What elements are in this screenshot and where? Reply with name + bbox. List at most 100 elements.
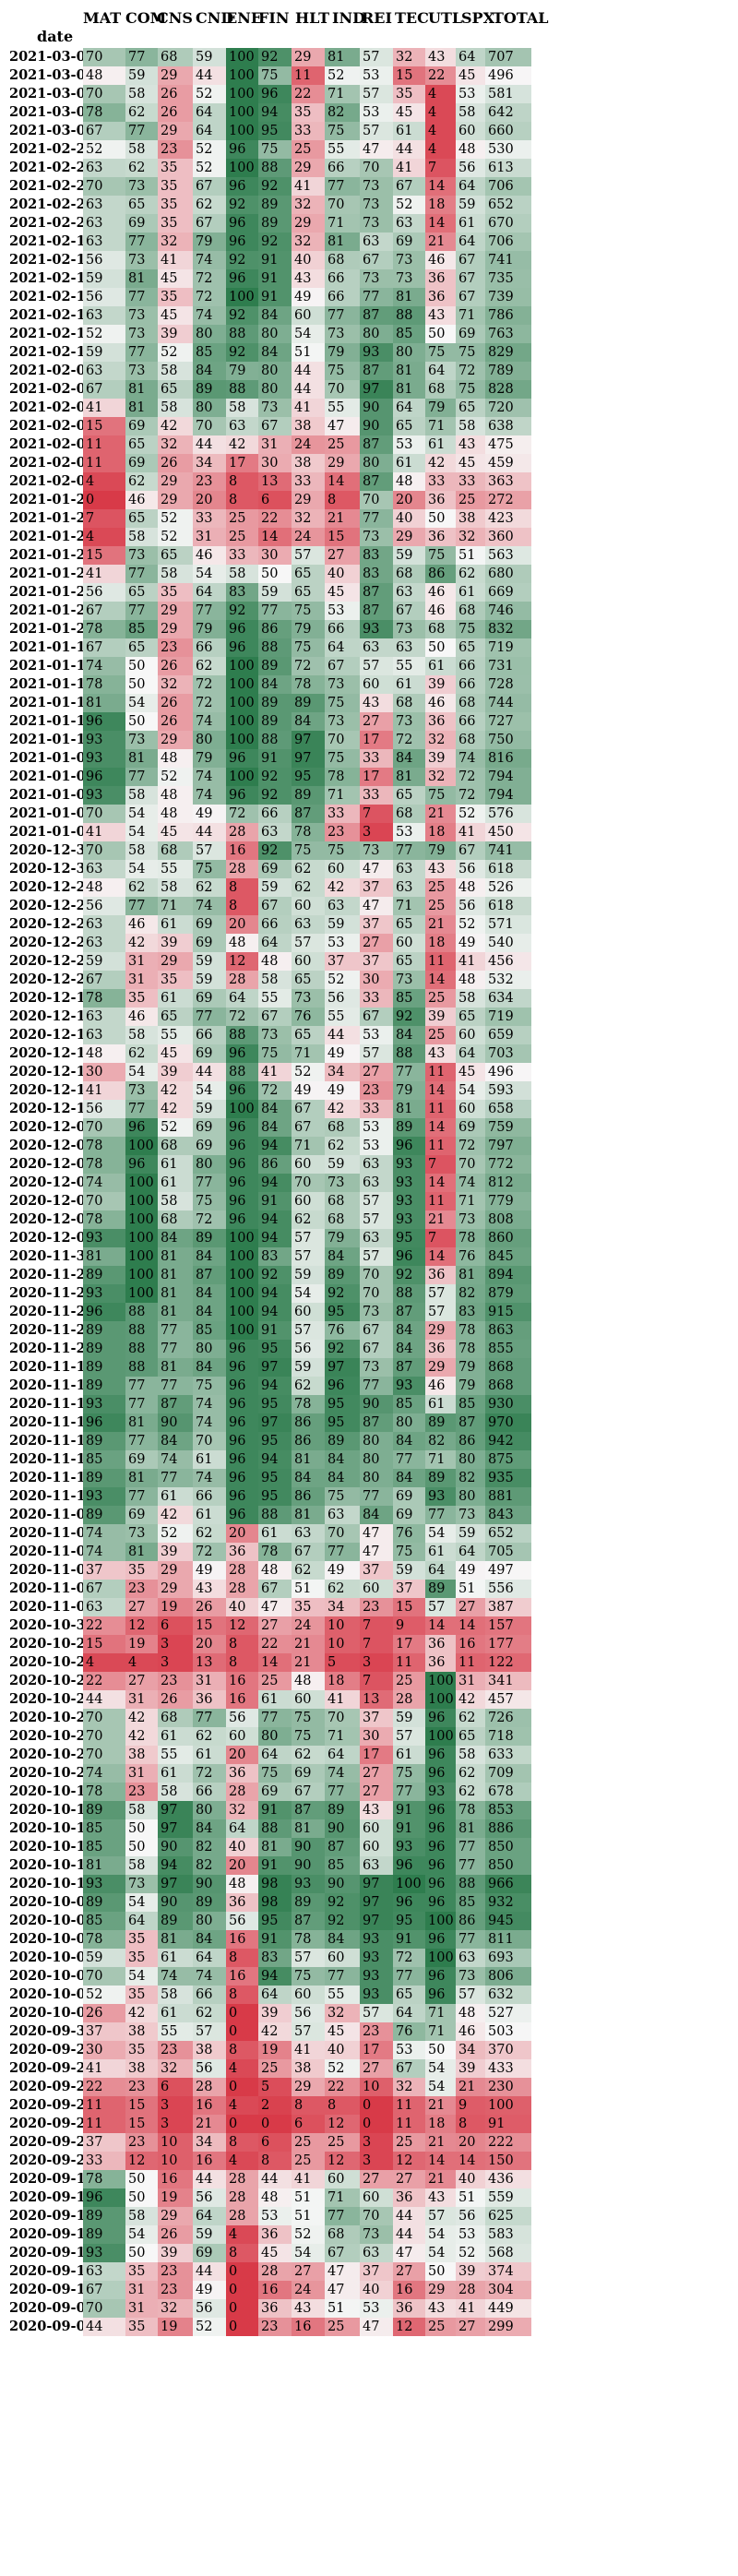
row-date: 2020-11-19: [9, 1359, 95, 1375]
cell-spx: 71: [456, 306, 485, 325]
cell-tec: 93: [393, 1155, 425, 1174]
cell-tec: 65: [393, 417, 425, 435]
cell-com: 65: [125, 638, 158, 657]
cell-total: 341: [485, 1672, 531, 1690]
cell-hlt: 93: [292, 1875, 325, 1893]
cell-tec: 92: [393, 1266, 425, 1284]
cell-cns: 29: [158, 952, 193, 971]
cell-spx: 82: [456, 1469, 485, 1487]
cell-spx: 69: [456, 325, 485, 343]
cell-cnd: 64: [193, 1949, 226, 1967]
cell-tec: 35: [393, 85, 425, 103]
cell-hlt: 81: [292, 1819, 325, 1838]
cell-ene: 63: [226, 417, 258, 435]
cell-total: 703: [485, 1044, 531, 1063]
cell-ene: 25: [226, 509, 258, 528]
cell-cnd: 61: [193, 1506, 226, 1524]
cell-ene: 28: [226, 823, 258, 841]
cell-cnd: 85: [193, 1321, 226, 1340]
cell-fin: 81: [258, 1838, 292, 1856]
table-row: 2020-12-24 63 46 61 69 20 66 63 59 37 65 21 52 571: [0, 915, 554, 934]
cell-rei: 3: [360, 2133, 393, 2152]
row-date: 2021-02-05: [9, 400, 95, 415]
cell-spx: 62: [456, 1783, 485, 1801]
cell-total: 828: [485, 380, 531, 399]
cell-tec: 73: [393, 712, 425, 731]
row-date: 2021-02-10: [9, 344, 95, 360]
cell-hlt: 89: [292, 786, 325, 805]
cell-mat: 89: [83, 1321, 125, 1340]
cell-spx: 85: [456, 1893, 485, 1912]
cell-cnd: 54: [193, 1081, 226, 1100]
cell-tec: 93: [393, 1174, 425, 1192]
cell-ene: 0: [226, 2115, 258, 2133]
cell-mat: 11: [83, 454, 125, 472]
cell-com: 23: [125, 2078, 158, 2096]
row-date: 2021-02-16: [9, 289, 95, 304]
cell-spx: 53: [456, 2225, 485, 2244]
cell-hlt: 16: [292, 2318, 325, 2336]
row-date: 2020-12-11: [9, 1082, 95, 1098]
cell-total: 100: [485, 2096, 531, 2115]
cell-spx: 79: [456, 1358, 485, 1377]
cell-total: 363: [485, 472, 531, 491]
cell-utl: 50: [425, 2262, 456, 2281]
cell-ind: 25: [325, 2133, 360, 2152]
cell-hlt: 87: [292, 1912, 325, 1930]
cell-spx: 65: [456, 638, 485, 657]
cell-ind: 53: [325, 602, 360, 620]
cell-rei: 7: [360, 1616, 393, 1635]
table-row: 2021-01-06 93 58 48 74 96 92 89 71 33 65 75 72 794: [0, 786, 554, 805]
table-row: 2020-11-06 74 73 52 62 20 61 63 70 47 76 54 59 652: [0, 1524, 554, 1543]
cell-mat: 96: [83, 768, 125, 786]
cell-cnd: 77: [193, 1174, 226, 1192]
cell-com: 77: [125, 1395, 158, 1413]
cell-hlt: 38: [292, 417, 325, 435]
cell-cns: 6: [158, 1616, 193, 1635]
cell-tec: 15: [393, 1598, 425, 1616]
cell-fin: 47: [258, 1598, 292, 1616]
cell-tec: 93: [393, 1192, 425, 1210]
cell-com: 81: [125, 1469, 158, 1487]
row-date: 2021-01-22: [9, 584, 95, 600]
cell-spx: 64: [456, 48, 485, 66]
column-header-cns: CNS: [157, 9, 193, 27]
cell-rei: 67: [360, 251, 393, 269]
cell-rei: 70: [360, 491, 393, 509]
cell-spx: 39: [456, 2059, 485, 2078]
cell-utl: 61: [425, 1395, 456, 1413]
table-row: 2021-01-08 93 81 48 79 96 91 97 75 33 84 39 74 816: [0, 749, 554, 768]
cell-mat: 78: [83, 620, 125, 638]
row-date: 2021-01-08: [9, 750, 95, 766]
cell-total: 693: [485, 1949, 531, 1967]
cell-fin: 67: [258, 417, 292, 435]
cell-ind: 15: [325, 528, 360, 546]
cell-hlt: 25: [292, 140, 325, 159]
row-date: 2020-12-09: [9, 1119, 95, 1135]
cell-cnd: 20: [193, 1635, 226, 1653]
cell-spx: 63: [456, 1949, 485, 1967]
cell-fin: 86: [258, 620, 292, 638]
cell-fin: 86: [258, 1155, 292, 1174]
cell-utl: 79: [425, 841, 456, 860]
cell-rei: 90: [360, 417, 393, 435]
cell-total: 91: [485, 2115, 531, 2133]
cell-utl: 25: [425, 878, 456, 897]
row-date: 2020-12-30: [9, 861, 95, 877]
cell-cns: 39: [158, 1063, 193, 1081]
cell-hlt: 62: [292, 860, 325, 878]
cell-cns: 16: [158, 2170, 193, 2188]
cell-ene: 17: [226, 454, 258, 472]
table-row: 2020-12-01 93 100 84 89 100 94 57 79 63 95 7 78 860: [0, 1229, 554, 1247]
cell-tec: 84: [393, 1321, 425, 1340]
cell-spx: 58: [456, 989, 485, 1008]
table-row: 2020-12-28 56 77 71 74 8 67 60 63 47 71 25 56 618: [0, 897, 554, 915]
cell-rei: 73: [360, 214, 393, 233]
cell-cnd: 89: [193, 1893, 226, 1912]
cell-ind: 5: [325, 1653, 360, 1672]
cell-ene: 64: [226, 989, 258, 1008]
cell-total: 527: [485, 2004, 531, 2022]
cell-utl: 14: [425, 1118, 456, 1137]
cell-mat: 89: [83, 1469, 125, 1487]
cell-fin: 94: [258, 1229, 292, 1247]
